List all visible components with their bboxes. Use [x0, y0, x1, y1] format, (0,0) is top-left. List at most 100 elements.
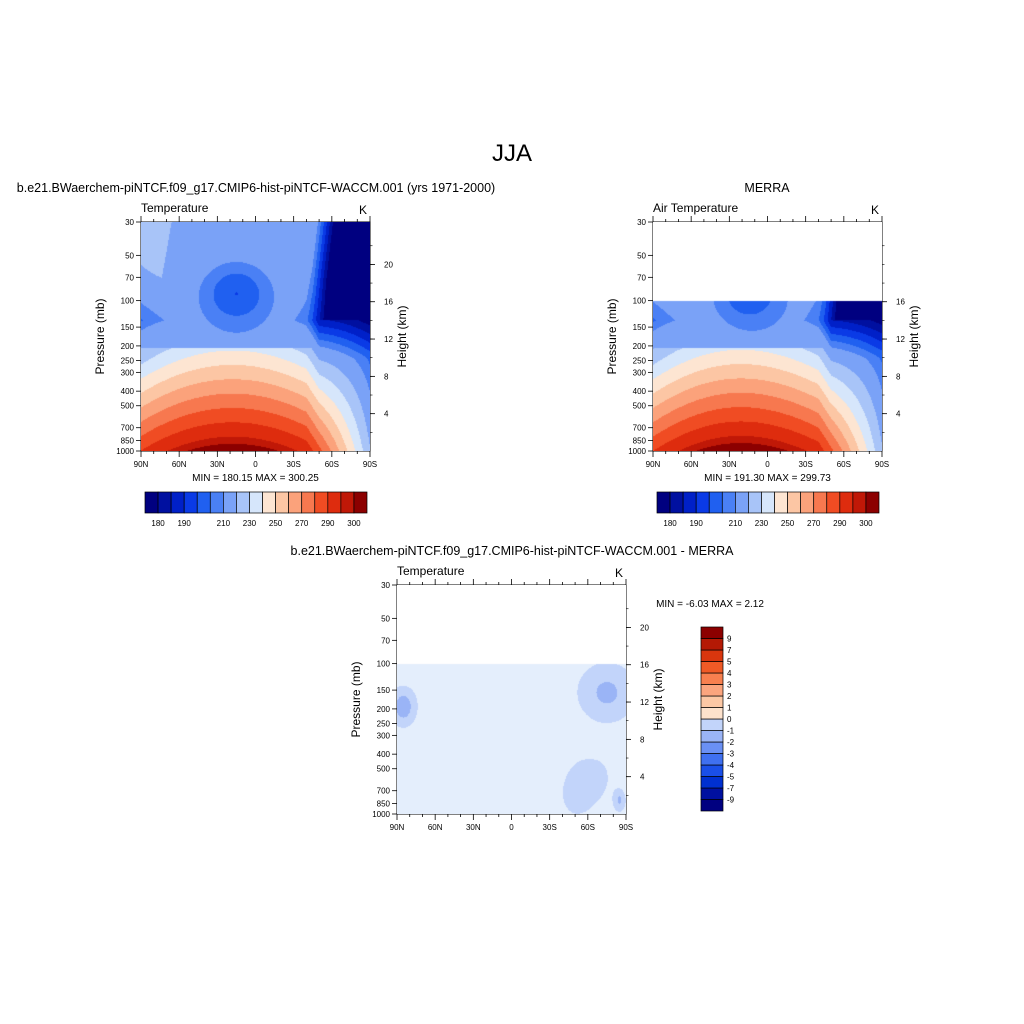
x-tick-label: 90N — [390, 823, 405, 832]
x-tick-label: 0 — [509, 823, 514, 832]
y-tick-label: 150 — [121, 323, 135, 332]
variable-label: Temperature — [141, 201, 209, 215]
y-tick-label: 50 — [637, 251, 646, 260]
colorbar-label: 9 — [727, 635, 732, 644]
y-tick-label: 70 — [637, 273, 646, 282]
colorbar-label: 230 — [243, 519, 257, 528]
colorbar-label: 290 — [321, 519, 335, 528]
colorbar-label: -1 — [727, 727, 735, 736]
y-tick-label: 30 — [125, 218, 134, 227]
colorbar-label: 190 — [177, 519, 191, 528]
colorbar-label: 190 — [689, 519, 703, 528]
x-tick-label: 90S — [875, 460, 889, 469]
colorbar-box — [700, 776, 724, 789]
colorbar-label: 3 — [727, 681, 732, 690]
colorbar-label: 180 — [663, 519, 677, 528]
colorbar-box — [700, 684, 724, 697]
y-tick-label: 50 — [125, 251, 134, 260]
colorbar-box — [852, 491, 867, 514]
contour-field-1 — [653, 222, 882, 451]
colorbar-box — [700, 787, 724, 800]
colorbar-label: 4 — [727, 669, 732, 678]
colorbar-box — [183, 491, 198, 514]
y-tick-label: 850 — [377, 799, 391, 808]
y-tick-label: 200 — [377, 705, 391, 714]
height-tick-label: 8 — [640, 735, 645, 744]
y-tick-label: 100 — [121, 297, 135, 306]
y-tick-label: 400 — [377, 750, 391, 759]
colorbar-box — [656, 491, 671, 514]
variable-label: Air Temperature — [653, 201, 738, 215]
colorbar-label: 210 — [217, 519, 231, 528]
x-tick-label: 90S — [619, 823, 633, 832]
y-tick-label: 100 — [633, 297, 647, 306]
colorbar-label: 300 — [859, 519, 873, 528]
y-tick-label: 700 — [377, 787, 391, 796]
colorbar-box — [249, 491, 263, 514]
colorbar-box — [196, 491, 211, 514]
colorbar-box — [262, 491, 276, 514]
colorbar-box — [700, 638, 724, 651]
x-tick-label: 30S — [799, 460, 813, 469]
y-axis-label: Pressure (mb) — [349, 661, 363, 737]
y-tick-label: 100 — [377, 660, 391, 669]
x-tick-label: 90S — [363, 460, 377, 469]
y-tick-label: 400 — [633, 387, 647, 396]
colorbar-box — [700, 626, 724, 639]
colorbar-label: 180 — [151, 519, 165, 528]
x-tick-label: 90N — [134, 460, 149, 469]
colorbar-label: 0 — [727, 715, 732, 724]
colorbar-label: 1 — [727, 704, 732, 713]
contour-field-2 — [397, 585, 626, 814]
min-max-stat: MIN = -6.03 MAX = 2.12 — [656, 599, 764, 610]
panel-0: b.e21.BWaerchem-piNTCF.f09_g17.CMIP6-his… — [17, 181, 495, 528]
height-tick-label: 12 — [896, 335, 905, 344]
colorbar-label: 270 — [807, 519, 821, 528]
height-tick-label: 4 — [896, 410, 901, 419]
y-tick-label: 1000 — [372, 810, 390, 819]
colorbar-box — [787, 491, 801, 514]
y-tick-label: 1000 — [116, 447, 134, 456]
x-tick-label: 90N — [646, 460, 661, 469]
colorbar-label: 300 — [347, 519, 361, 528]
colorbar-label: 250 — [269, 519, 283, 528]
y-tick-label: 250 — [377, 719, 391, 728]
colorbar-box — [700, 649, 724, 662]
colorbar-label: -7 — [727, 784, 735, 793]
y-tick-label: 70 — [125, 273, 134, 282]
colorbar-box — [353, 491, 368, 514]
panel-title: MERRA — [744, 181, 790, 195]
colorbar-label: 290 — [833, 519, 847, 528]
height-tick-label: 4 — [384, 410, 389, 419]
colorbar-box — [708, 491, 723, 514]
y-tick-label: 850 — [121, 436, 135, 445]
y-tick-label: 1000 — [628, 447, 646, 456]
min-max-stat: MIN = 180.15 MAX = 300.25 — [192, 473, 319, 484]
colorbar-box — [721, 491, 736, 514]
colorbar-label: 210 — [729, 519, 743, 528]
y-tick-label: 500 — [633, 402, 647, 411]
height-axis-label: Height (km) — [651, 668, 665, 730]
height-tick-label: 4 — [640, 773, 645, 782]
height-axis-label: Height (km) — [907, 305, 921, 367]
height-tick-label: 8 — [384, 372, 389, 381]
x-tick-label: 0 — [253, 460, 258, 469]
height-axis-label: Height (km) — [395, 305, 409, 367]
contour-field-0 — [141, 222, 370, 451]
colorbar-box — [700, 661, 724, 674]
height-tick-label: 12 — [640, 698, 649, 707]
y-axis-label: Pressure (mb) — [605, 298, 619, 374]
y-tick-label: 500 — [121, 402, 135, 411]
colorbar-label: 250 — [781, 519, 795, 528]
colorbar-box — [288, 491, 303, 514]
colorbar: 180 190 210 230 250 270 290 300 — [144, 491, 368, 528]
x-tick-label: 60N — [684, 460, 699, 469]
panel-2: b.e21.BWaerchem-piNTCF.f09_g17.CMIP6-his… — [291, 544, 765, 832]
colorbar-box — [700, 695, 724, 708]
colorbar-box — [170, 491, 185, 514]
y-tick-label: 500 — [377, 765, 391, 774]
y-tick-label: 250 — [633, 356, 647, 365]
y-tick-label: 30 — [637, 218, 646, 227]
min-max-stat: MIN = 191.30 MAX = 299.73 — [704, 473, 831, 484]
colorbar-box — [700, 718, 724, 731]
